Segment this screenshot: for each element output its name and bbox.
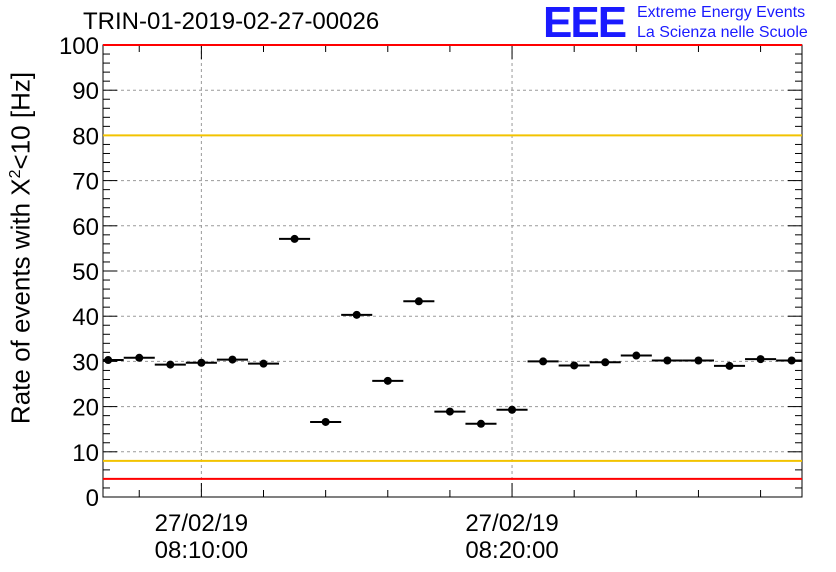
y-tick-label: 30	[72, 349, 99, 376]
y-tick-label: 40	[72, 304, 99, 331]
data-point	[352, 310, 361, 319]
data-point	[663, 356, 672, 365]
data-point	[383, 376, 392, 385]
data-point	[321, 417, 330, 426]
y-tick-label: 0	[86, 485, 99, 512]
data-point	[787, 356, 796, 365]
y-tick-label: 80	[72, 123, 99, 150]
y-tick-label: 100	[59, 33, 99, 60]
data-point	[166, 360, 175, 369]
logo-line-2: La Scienza nelle Scuole	[637, 24, 808, 41]
data-point	[694, 356, 703, 365]
y-tick-label: 60	[72, 214, 99, 241]
x-tick-date-label: 27/02/19	[155, 510, 248, 537]
y-tick-label: 50	[72, 259, 99, 286]
data-point	[228, 355, 237, 364]
data-point	[414, 297, 423, 306]
data-point	[570, 361, 579, 370]
y-tick-label: 20	[72, 395, 99, 422]
data-point	[601, 358, 610, 367]
logo-line-1: Extreme Energy Events	[637, 4, 806, 21]
data-point	[135, 353, 144, 362]
data-point	[508, 405, 517, 414]
y-tick-label: 90	[72, 78, 99, 105]
eee-logo-mark: EEE	[543, 0, 627, 47]
data-point	[197, 358, 206, 367]
y-tick-label: 10	[72, 440, 99, 467]
y-tick-label: 70	[72, 169, 99, 196]
x-tick-time-label: 08:10:00	[155, 537, 248, 564]
data-point	[756, 355, 765, 364]
data-point	[476, 419, 485, 428]
eee-logo: EEE Extreme Energy Events La Scienza nel…	[543, 0, 833, 47]
data-point	[632, 351, 641, 360]
chart-title: TRIN-01-2019-02-27-00026	[83, 8, 380, 35]
data-point	[290, 234, 299, 243]
data-point	[445, 407, 454, 416]
data-point	[539, 357, 548, 366]
data-point	[104, 356, 113, 365]
x-tick-date-label: 27/02/19	[465, 510, 558, 537]
data-point	[725, 361, 734, 370]
data-point	[259, 359, 268, 368]
x-tick-time-label: 08:20:00	[465, 537, 558, 564]
